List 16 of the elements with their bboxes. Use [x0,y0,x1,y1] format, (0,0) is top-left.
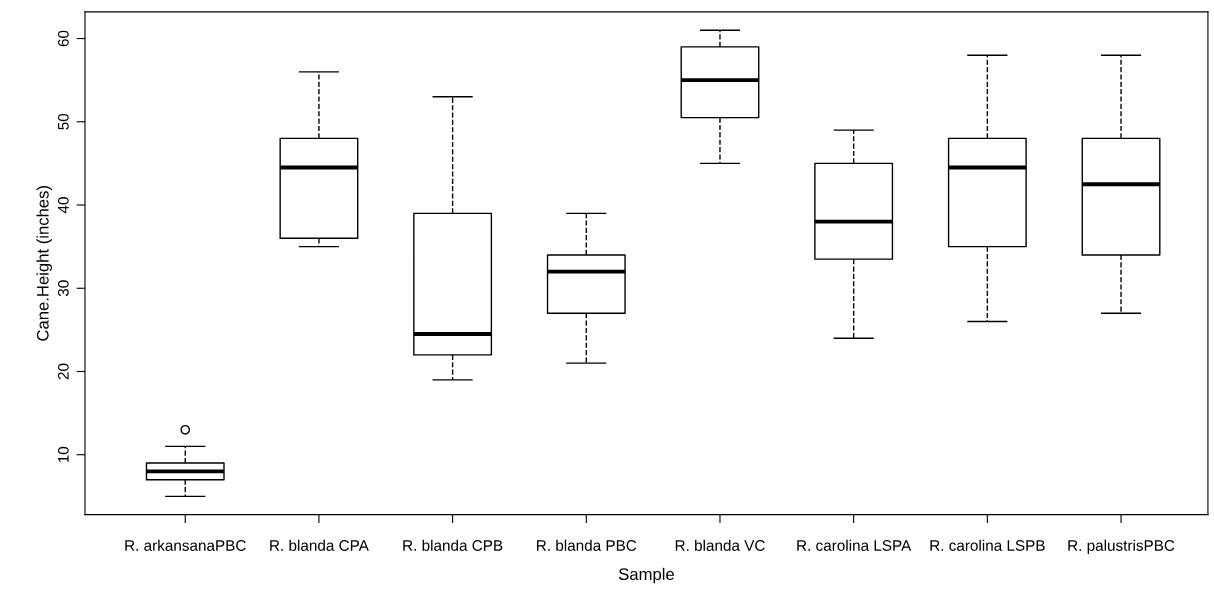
y-tick-label: 10 [57,446,69,463]
y-tick-label: 50 [57,113,69,130]
x-tick-label: R. blanda CPB [403,539,503,551]
x-axis-title: Sample [618,567,674,584]
y-tick-label: 20 [57,363,69,380]
x-tick-label: R. blanda PBC [537,539,637,551]
y-axis-title: Cane.Height (inches) [36,186,52,341]
y-tick-label: 60 [57,30,69,47]
y-tick-label: 40 [57,197,69,214]
x-tick-label: R. arkansanaPBC [125,539,246,551]
x-tick-label: R. blanda VC [675,539,765,551]
x-tick-label: R. blanda CPA [270,539,369,551]
y-tick-label: 30 [57,280,69,297]
x-tick-label: R. carolina LSPA [797,539,912,551]
x-tick-label: R. palustrisPBC [1068,539,1175,554]
x-tick-label: R. carolina LSPB [930,539,1045,551]
